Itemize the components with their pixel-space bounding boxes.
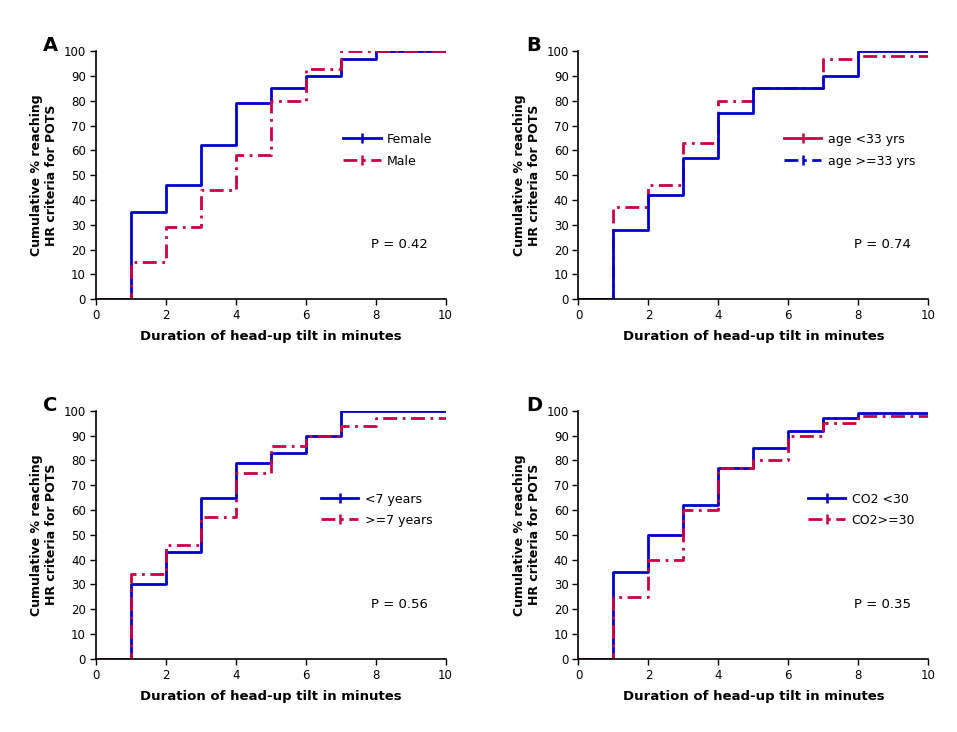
Y-axis label: Cumulative % reaching
HR criteria for POTS: Cumulative % reaching HR criteria for PO…: [31, 454, 58, 616]
X-axis label: Duration of head-up tilt in minutes: Duration of head-up tilt in minutes: [623, 330, 884, 343]
Text: P = 0.56: P = 0.56: [371, 598, 428, 610]
X-axis label: Duration of head-up tilt in minutes: Duration of head-up tilt in minutes: [623, 690, 884, 703]
Text: A: A: [43, 37, 58, 56]
Text: P = 0.74: P = 0.74: [854, 238, 911, 251]
Text: B: B: [526, 37, 541, 56]
Text: D: D: [526, 396, 542, 415]
Legend: CO2 <30, CO2>=30: CO2 <30, CO2>=30: [808, 493, 915, 527]
Y-axis label: Cumulative % reaching
HR criteria for POTS: Cumulative % reaching HR criteria for PO…: [31, 94, 58, 256]
Text: C: C: [43, 396, 57, 415]
Legend: <7 years, >=7 years: <7 years, >=7 years: [321, 493, 433, 527]
Y-axis label: Cumulative % reaching
HR criteria for POTS: Cumulative % reaching HR criteria for PO…: [513, 94, 541, 256]
Text: P = 0.42: P = 0.42: [371, 238, 428, 251]
Legend: Female, Male: Female, Male: [344, 133, 433, 168]
Legend: age <33 yrs, age >=33 yrs: age <33 yrs, age >=33 yrs: [784, 133, 915, 168]
X-axis label: Duration of head-up tilt in minutes: Duration of head-up tilt in minutes: [140, 330, 401, 343]
Text: P = 0.35: P = 0.35: [854, 598, 911, 610]
Y-axis label: Cumulative % reaching
HR criteria for POTS: Cumulative % reaching HR criteria for PO…: [513, 454, 541, 616]
X-axis label: Duration of head-up tilt in minutes: Duration of head-up tilt in minutes: [140, 690, 401, 703]
